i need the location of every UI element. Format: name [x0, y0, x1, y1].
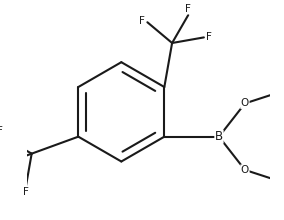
Text: B: B: [215, 130, 223, 143]
Text: O: O: [241, 165, 249, 175]
Text: F: F: [206, 32, 212, 42]
Text: F: F: [23, 187, 29, 197]
Text: F: F: [139, 16, 145, 26]
Text: O: O: [241, 98, 249, 108]
Text: F: F: [0, 126, 3, 136]
Text: F: F: [185, 4, 191, 14]
